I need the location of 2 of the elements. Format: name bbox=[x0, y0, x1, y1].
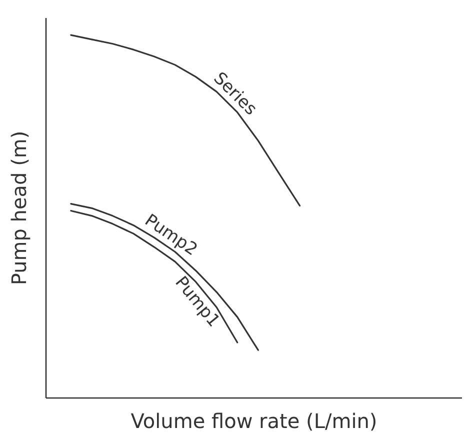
x-axis-title: Volume flow rate (L/min) bbox=[130, 409, 378, 433]
y-axis-title: Pump head (m) bbox=[7, 130, 31, 286]
